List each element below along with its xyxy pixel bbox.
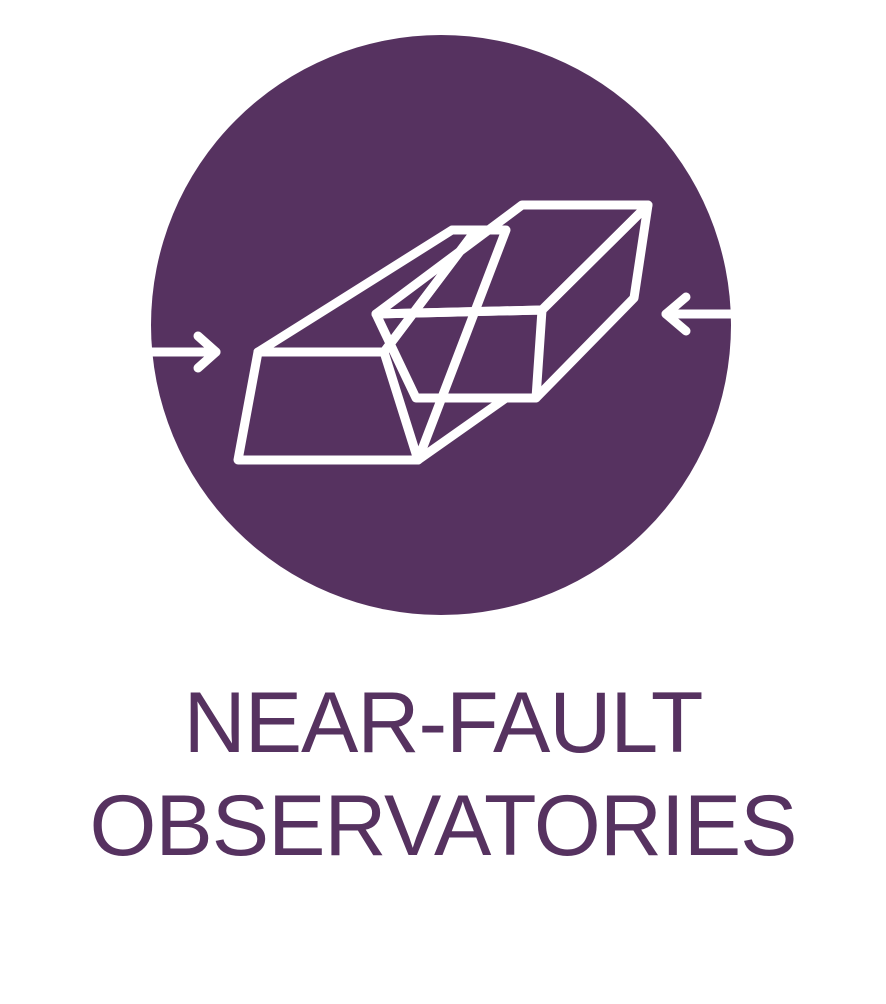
right-fault-block-icon bbox=[371, 200, 653, 403]
emblem-circle bbox=[151, 35, 731, 615]
title-line-2: OBSERVATORIES bbox=[89, 778, 797, 874]
title-line-1: NEAR-FAULT bbox=[183, 675, 704, 771]
arrow-left-icon bbox=[661, 292, 737, 336]
fault-blocks-compression-icon bbox=[233, 200, 653, 465]
near-fault-emblem bbox=[147, 35, 737, 615]
arrow-right-icon bbox=[147, 331, 221, 373]
